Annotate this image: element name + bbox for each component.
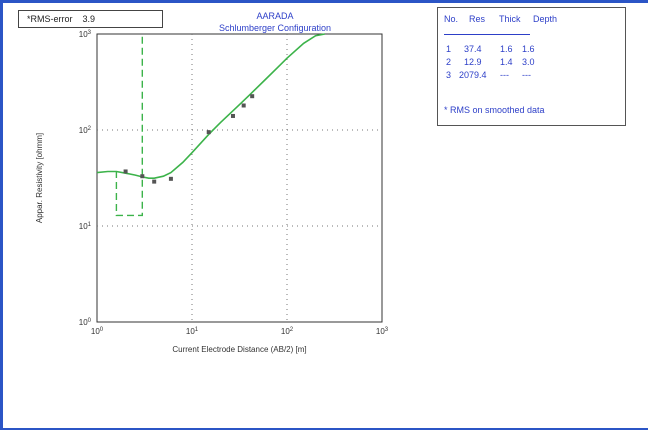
- table-header-res: Res: [469, 14, 486, 24]
- model-curve-line: [96, 33, 325, 179]
- rms-error-box: *RMS-error 3.9: [18, 10, 163, 28]
- table-header-no: No.: [444, 14, 459, 24]
- x-tick-label: 100: [91, 327, 104, 336]
- observed-data-point: [168, 176, 173, 181]
- rms-smoothed-note: * RMS on smoothed data: [444, 105, 545, 115]
- observed-data-point: [123, 169, 128, 174]
- observed-data-point: [230, 113, 235, 118]
- table-header-thick: Thick: [499, 14, 521, 24]
- layer-table: No. Res Thick Depth 1 37.4 1.6 1.6 2 12.…: [437, 7, 626, 126]
- table-cell-r3-res: 2079.4: [459, 70, 487, 80]
- table-cell-r3-depth: ---: [522, 70, 531, 80]
- table-cell-r3-thick: ---: [500, 70, 509, 80]
- table-cell-r1-no: 1: [446, 44, 452, 54]
- x-tick-label: 102: [281, 327, 294, 336]
- chart-title-line-1: AARADA: [256, 11, 294, 21]
- y-tick-label: 103: [79, 30, 92, 39]
- x-tick-label: 103: [376, 327, 389, 336]
- layer-model-step-line: [115, 34, 143, 217]
- observed-data-point: [250, 94, 255, 99]
- table-cell-r3-no: 3: [446, 70, 452, 80]
- table-cell-r1-res: 37.4: [464, 44, 482, 54]
- plot-area-border: [96, 33, 383, 323]
- table-divider: [444, 34, 530, 35]
- observed-data-point: [140, 174, 145, 179]
- table-cell-r1-thick: 1.6: [500, 44, 513, 54]
- table-header-depth: Depth: [533, 14, 558, 24]
- y-tick-label: 101: [79, 222, 92, 231]
- y-axis-label: Appar. Resistivity [ohmm]: [35, 133, 44, 223]
- table-cell-r2-depth: 3.0: [522, 57, 535, 67]
- y-tick-label: 102: [79, 126, 92, 135]
- table-cell-r1-depth: 1.6: [522, 44, 535, 54]
- table-cell-r2-no: 2: [446, 57, 452, 67]
- table-cell-r2-thick: 1.4: [500, 57, 513, 67]
- table-cell-r2-res: 12.9: [464, 57, 482, 67]
- chart-title: AARADA Schlumberger Configuration: [180, 10, 370, 34]
- chart-title-line-2: Schlumberger Configuration: [218, 23, 332, 33]
- x-tick-label: 101: [186, 327, 199, 336]
- y-tick-label: 100: [79, 318, 92, 327]
- observed-data-point: [206, 130, 211, 135]
- observed-data-point: [241, 103, 246, 108]
- observed-data-point: [152, 179, 157, 184]
- rms-error-value: 3.9: [82, 14, 96, 24]
- rms-error-label: *RMS-error: [27, 14, 73, 24]
- x-axis-label: Current Electrode Distance (AB/2) [m]: [172, 345, 306, 354]
